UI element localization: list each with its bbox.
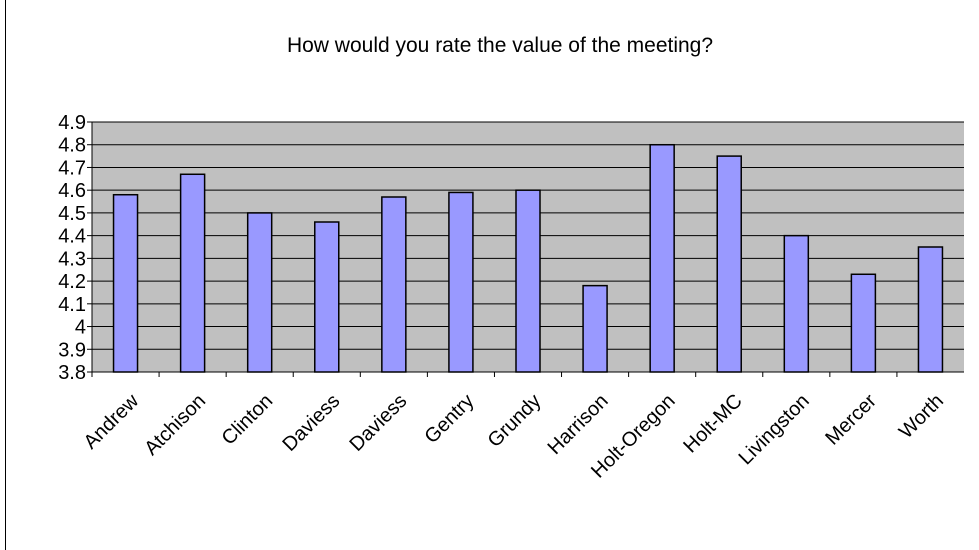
x-tick-label: Andrew: [80, 390, 144, 454]
bar: [314, 221, 340, 373]
bar: [917, 246, 944, 373]
x-tick-label: Clinton: [218, 390, 278, 450]
x-tick-label: Grundy: [484, 390, 546, 452]
chart-title: How would you rate the value of the meet…: [287, 34, 713, 57]
y-tick-label: 4.3: [58, 248, 86, 270]
x-tick-label: Gentry: [420, 390, 478, 448]
y-tick-label: 4.9: [58, 112, 86, 134]
y-tick-label: 4.1: [58, 294, 86, 316]
bar: [246, 212, 273, 373]
bar: [850, 273, 877, 373]
y-tick-label: 4: [75, 317, 86, 339]
bar: [179, 173, 206, 373]
x-tick-label: Livingston: [735, 390, 814, 469]
bar: [381, 196, 407, 373]
bar: [112, 193, 139, 373]
bar: [448, 191, 474, 373]
x-tick-label: Daviess: [346, 390, 412, 456]
y-tick-label: 3.8: [58, 362, 86, 384]
bar: [783, 234, 810, 373]
x-tick-label: Worth: [895, 390, 948, 443]
bar: [649, 143, 675, 373]
y-tick-label: 4.7: [58, 157, 86, 179]
x-tick-label: Mercer: [821, 390, 881, 450]
x-tick-label: Daviess: [278, 390, 344, 456]
y-tick-label: 4.8: [58, 135, 86, 157]
bar: [582, 284, 608, 373]
y-tick-label: 4.6: [58, 180, 86, 202]
x-tick-label: Atchison: [140, 390, 210, 460]
y-tick-label: 4.5: [58, 203, 86, 225]
x-tick-label: Holt-MC: [679, 390, 746, 457]
x-tick-label: Harrison: [544, 390, 613, 459]
y-tick-label: 3.9: [58, 339, 86, 361]
y-tick-label: 4.2: [58, 271, 86, 293]
bar: [716, 155, 742, 373]
y-tick-label: 4.4: [58, 226, 86, 248]
bar: [515, 189, 541, 373]
